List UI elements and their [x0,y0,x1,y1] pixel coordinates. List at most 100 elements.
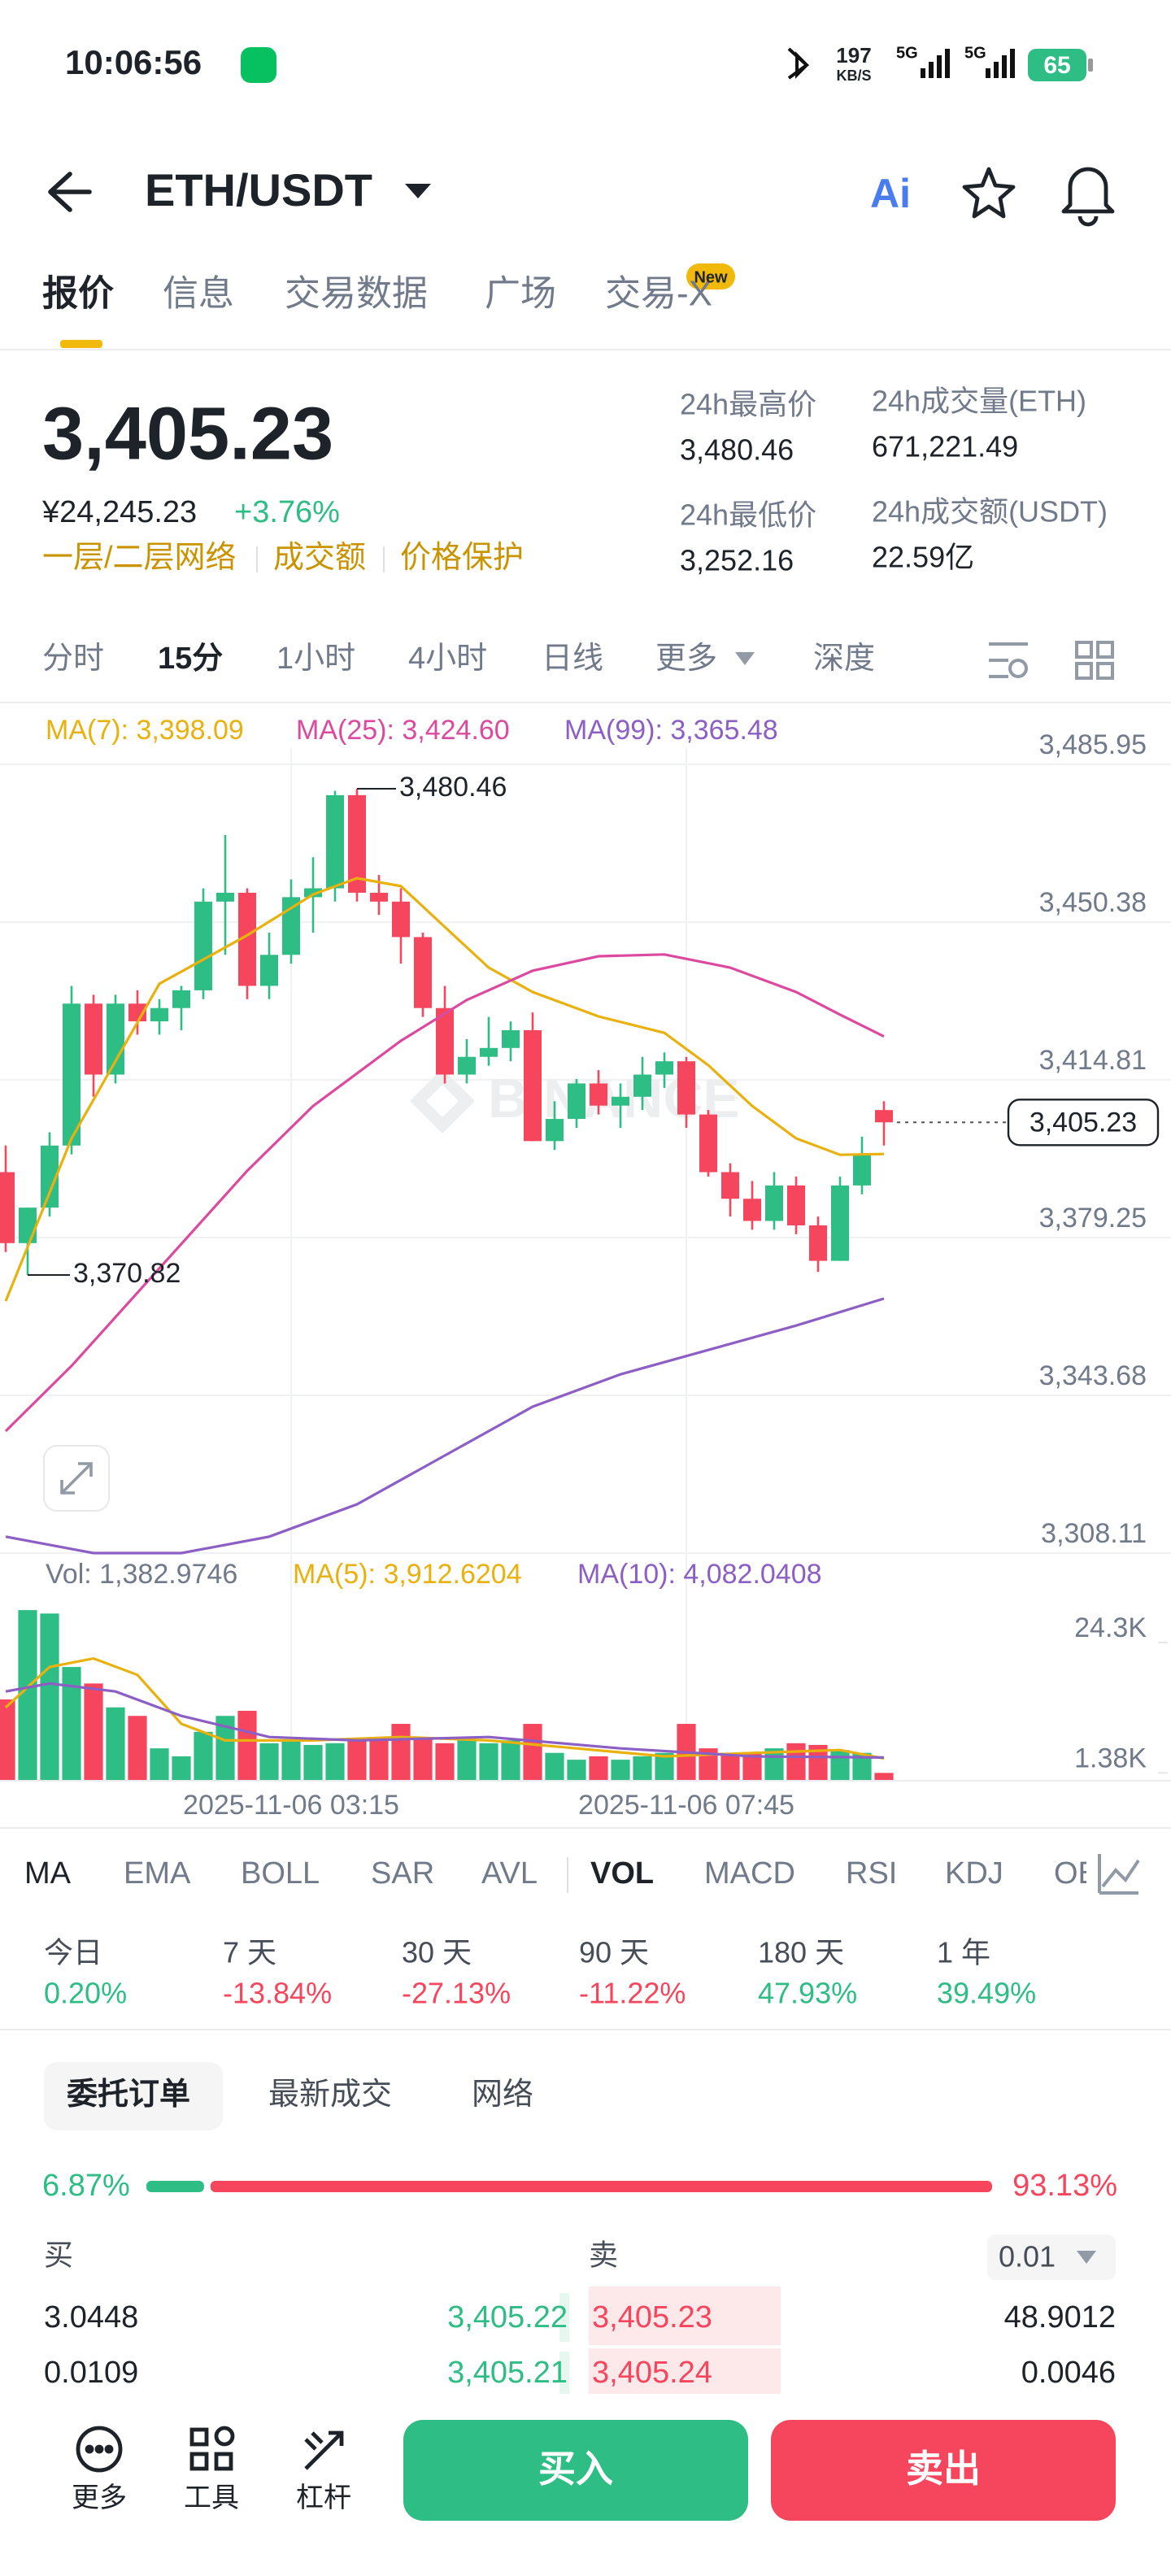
candle-body [216,892,234,902]
volume-bar [413,1737,433,1781]
candle-body [612,1096,629,1106]
volume-bar [501,1740,520,1781]
indicator-tab[interactable]: VOL [590,1856,654,1891]
volume-bar [457,1740,477,1781]
nav-label[interactable]: 杠杆 [296,2482,351,2513]
candle-body [699,1114,717,1173]
period-change: -11.22% [579,1977,686,2010]
wechat-icon [241,47,276,83]
interval-tab[interactable]: 15分 [158,642,223,676]
indicator-tab[interactable]: BOLL [241,1856,320,1891]
nav-label[interactable]: 更多 [72,2482,127,2513]
candle-body [502,1029,520,1048]
indicator-settings[interactable] [1098,1854,1140,1895]
candle-body [260,955,278,986]
chart-settings[interactable] [989,642,1028,678]
nav-label[interactable]: 工具 [184,2482,239,2513]
interval-tab[interactable]: 日线 [542,642,603,676]
new-badge [686,263,735,289]
tab[interactable]: 信息 [163,274,234,314]
ask-qty: 48.9012 [1004,2300,1116,2334]
bid-depth [559,2293,569,2342]
candle-body [436,1007,454,1075]
last-price-box [1007,1099,1160,1147]
tab[interactable]: 交易数据 [285,274,428,314]
stat-label: 24h最高价 [680,388,816,421]
indicator-tab[interactable]: MA [24,1856,72,1891]
candle-body [85,1003,102,1075]
precision-bg [987,2234,1116,2280]
volume-bar [325,1743,345,1781]
interval-tab[interactable]: 4小时 [408,642,487,676]
candle-body [480,1047,498,1057]
y-tick-label: 1.38K [1074,1743,1147,1773]
tag-link[interactable]: 一层/二层网络 [42,541,237,575]
volume-bar [172,1756,191,1781]
period-label: 7 天 [223,1936,276,1969]
period-label: 今日 [44,1936,102,1969]
ai-button[interactable]: Ai [870,171,911,216]
sell-button[interactable] [771,2420,1116,2521]
tab-bg [44,2062,223,2130]
expand-icon [60,1462,93,1495]
high-label: 3,480.46 [399,772,507,803]
favorite-button[interactable] [962,167,1016,219]
book-header: 卖 [589,2239,618,2272]
candle-body [282,897,300,955]
indicator-tab[interactable]: AVL [481,1856,538,1891]
precision[interactable]: 0.01 [999,2240,1056,2274]
volume-title: Vol: 1,382.9746 [46,1559,237,1590]
volume-bar [479,1743,498,1781]
indicator-tab[interactable]: SAR [371,1856,434,1891]
ask-depth [589,2287,781,2345]
volume-bar [40,1613,59,1781]
battery-tip [1088,59,1093,72]
period-change: -27.13% [402,1977,511,2010]
candle-body [677,1061,695,1115]
candle-body [304,888,322,898]
period-label: 180 天 [758,1936,844,1969]
interval-tab[interactable]: 分时 [42,642,104,676]
book-header: 买 [44,2239,73,2272]
indicator-tab[interactable]: MACD [704,1856,795,1891]
precision-dropdown[interactable] [1077,2251,1096,2264]
indicator-tab[interactable]: KDJ [945,1856,1003,1891]
sell-label[interactable]: 卖出 [906,2448,981,2490]
volume-bar [742,1752,762,1781]
candle-body [107,1003,124,1075]
cny-price: ¥24,245.23 [41,495,197,529]
volume-bar [259,1743,279,1781]
book-tab[interactable]: 网络 [472,2078,533,2112]
period-change: -13.84% [223,1977,332,2010]
book-tab[interactable]: 最新成交 [268,2078,392,2112]
candle-body [546,1119,564,1142]
candle-body [721,1172,739,1199]
pair-dropdown[interactable] [405,184,431,198]
badge-text: New [694,268,728,286]
indicator-tab[interactable]: EMA [124,1856,191,1891]
tab[interactable]: 广场 [485,274,556,314]
x-tick-label: 2025-11-06 03:15 [183,1790,399,1821]
period-label: 1 年 [937,1936,990,1969]
tag-link[interactable]: 成交额 [273,541,366,575]
layout-button[interactable] [1075,641,1114,680]
stat-value: 3,252.16 [680,544,794,577]
book-tab[interactable]: 委托订单 [67,2078,190,2112]
tag-link[interactable]: 价格保护 [400,541,524,575]
pair-title[interactable]: ETH/USDT [145,164,372,215]
volume-bar [808,1744,828,1781]
x-tick-label: 2025-11-06 07:45 [578,1790,794,1821]
volume-bar [545,1752,564,1781]
buy-button[interactable] [403,2420,748,2521]
buy-label[interactable]: 买入 [538,2448,613,2490]
indicator-tab[interactable]: RSI [846,1856,897,1891]
tab[interactable]: 交易-X [605,274,712,314]
more-dropdown[interactable] [735,652,755,665]
interval-tab[interactable]: 更多 [655,642,717,676]
interval-tab[interactable]: 1小时 [276,642,355,676]
alert-button[interactable] [1061,167,1115,227]
volume-bar [611,1760,630,1781]
back-button[interactable] [48,172,92,212]
interval-tab[interactable]: 深度 [813,642,875,676]
tab[interactable]: 报价 [42,274,114,314]
